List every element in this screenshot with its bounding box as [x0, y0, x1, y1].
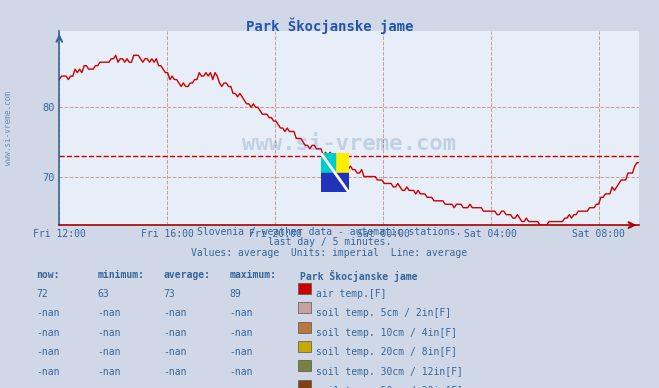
Text: -nan: -nan [98, 308, 121, 319]
Polygon shape [335, 153, 349, 173]
Text: now:: now: [36, 270, 60, 280]
Text: Slovenia / weather data - automatic stations.: Slovenia / weather data - automatic stat… [197, 227, 462, 237]
Text: 73: 73 [163, 289, 175, 299]
Text: soil temp. 20cm / 8in[F]: soil temp. 20cm / 8in[F] [316, 347, 457, 357]
Text: average:: average: [163, 270, 210, 280]
Text: -nan: -nan [229, 328, 253, 338]
Text: 72: 72 [36, 289, 48, 299]
Text: 63: 63 [98, 289, 109, 299]
Text: -nan: -nan [36, 308, 60, 319]
Text: soil temp. 5cm / 2in[F]: soil temp. 5cm / 2in[F] [316, 308, 451, 319]
Text: 89: 89 [229, 289, 241, 299]
Text: -nan: -nan [163, 328, 187, 338]
Polygon shape [321, 153, 335, 173]
Text: minimum:: minimum: [98, 270, 144, 280]
Text: Park Škocjanske jame: Park Škocjanske jame [300, 270, 417, 282]
Text: -nan: -nan [229, 308, 253, 319]
Text: -nan: -nan [163, 347, 187, 357]
Text: -nan: -nan [36, 386, 60, 388]
Text: Park Škocjanske jame: Park Škocjanske jame [246, 17, 413, 34]
Text: -nan: -nan [163, 367, 187, 377]
Text: last day / 5 minutes.: last day / 5 minutes. [268, 237, 391, 247]
Text: -nan: -nan [36, 328, 60, 338]
Text: -nan: -nan [36, 367, 60, 377]
Text: -nan: -nan [229, 347, 253, 357]
Text: -nan: -nan [229, 386, 253, 388]
Text: -nan: -nan [36, 347, 60, 357]
Text: -nan: -nan [98, 367, 121, 377]
Text: air temp.[F]: air temp.[F] [316, 289, 387, 299]
Text: Values: average  Units: imperial  Line: average: Values: average Units: imperial Line: av… [191, 248, 468, 258]
Text: maximum:: maximum: [229, 270, 276, 280]
Text: -nan: -nan [163, 308, 187, 319]
Text: www.si-vreme.com: www.si-vreme.com [243, 133, 456, 154]
Text: -nan: -nan [163, 386, 187, 388]
Text: soil temp. 50cm / 20in[F]: soil temp. 50cm / 20in[F] [316, 386, 463, 388]
Text: -nan: -nan [98, 386, 121, 388]
Text: -nan: -nan [229, 367, 253, 377]
Text: -nan: -nan [98, 347, 121, 357]
Text: www.si-vreme.com: www.si-vreme.com [4, 91, 13, 165]
Text: -nan: -nan [98, 328, 121, 338]
Text: soil temp. 30cm / 12in[F]: soil temp. 30cm / 12in[F] [316, 367, 463, 377]
Text: soil temp. 10cm / 4in[F]: soil temp. 10cm / 4in[F] [316, 328, 457, 338]
Polygon shape [321, 173, 349, 192]
